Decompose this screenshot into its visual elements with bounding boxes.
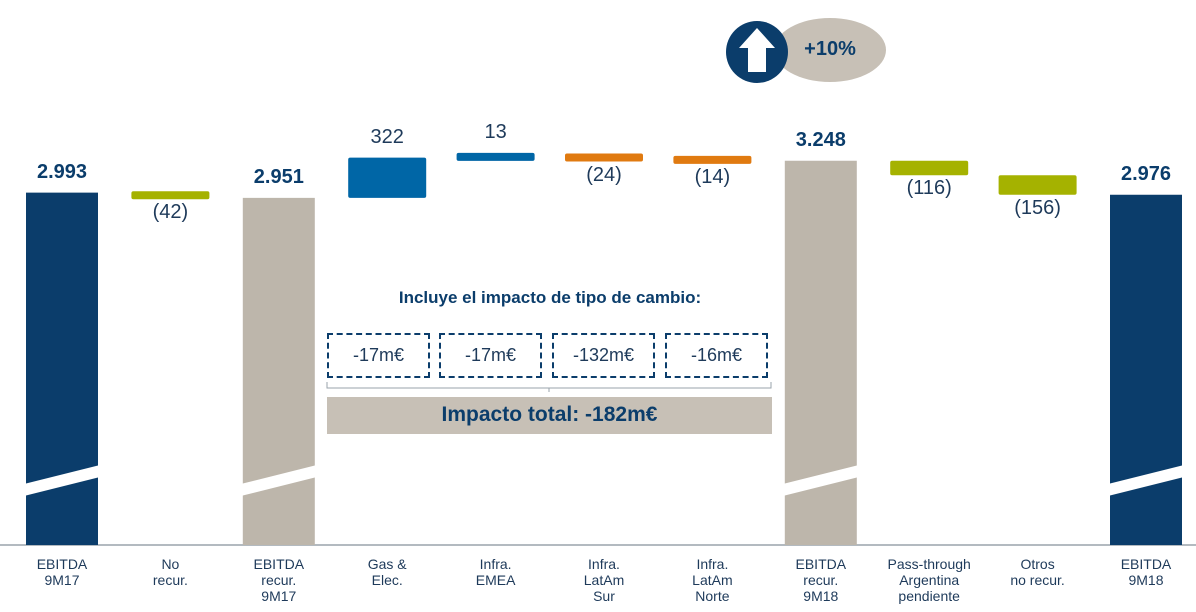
x-tick-label: Pass-through Argentina pendiente xyxy=(887,556,971,604)
fx-total-box xyxy=(327,397,772,434)
x-tick-label: Otros no recur. xyxy=(1010,556,1065,588)
fx-item: -132m€ xyxy=(552,333,655,378)
value-label: 3.248 xyxy=(795,128,846,151)
fx-title: Incluye el impacto de tipo de cambio: xyxy=(398,288,702,307)
value-label: 2.993 xyxy=(36,160,88,183)
x-tick-label: EBITDA recur. 9M17 xyxy=(253,556,305,604)
bar xyxy=(456,152,535,161)
x-tick-label: EBITDA recur. 9M18 xyxy=(795,556,847,604)
axis-break xyxy=(240,465,317,496)
value-label: 2.976 xyxy=(1120,162,1172,185)
value-label: 322 xyxy=(370,125,404,148)
x-tick-label: Gas & Elec. xyxy=(367,556,407,588)
bar xyxy=(131,191,210,200)
fx-item: -17m€ xyxy=(327,333,430,378)
bar xyxy=(348,157,427,198)
fx-total: Impacto total: -182m€ xyxy=(441,403,658,426)
up-arrow xyxy=(739,28,775,72)
axis-break xyxy=(782,465,859,496)
x-tick-label: EBITDA 9M17 xyxy=(36,556,88,588)
fx-item: -17m€ xyxy=(439,333,542,378)
axis-break xyxy=(1108,465,1184,496)
bar xyxy=(242,197,315,545)
value-label: (42) xyxy=(152,201,189,224)
x-tick-label: EBITDA 9M18 xyxy=(1120,556,1172,588)
value-label: (14) xyxy=(694,165,731,188)
value-label: 13 xyxy=(484,120,507,143)
x-tick-label: Infra. LatAm Norte xyxy=(692,556,733,604)
growth-badge xyxy=(774,18,886,82)
growth-label: +10% xyxy=(804,38,856,60)
x-tick-label: No recur. xyxy=(152,556,188,588)
x-tick-label: Infra. EMEA xyxy=(475,556,516,588)
fx-item: -16m€ xyxy=(665,333,768,378)
x-tick-label: Infra. LatAm Sur xyxy=(583,556,625,604)
value-label: 2.951 xyxy=(253,165,304,188)
bar xyxy=(998,175,1077,195)
fx-brace xyxy=(326,382,772,392)
value-label: (116) xyxy=(906,177,952,200)
value-label: (24) xyxy=(586,163,622,186)
bar xyxy=(673,155,752,164)
value-label: (156) xyxy=(1014,196,1061,219)
bar xyxy=(890,160,969,176)
bar xyxy=(565,153,643,162)
axis-break xyxy=(24,465,100,496)
